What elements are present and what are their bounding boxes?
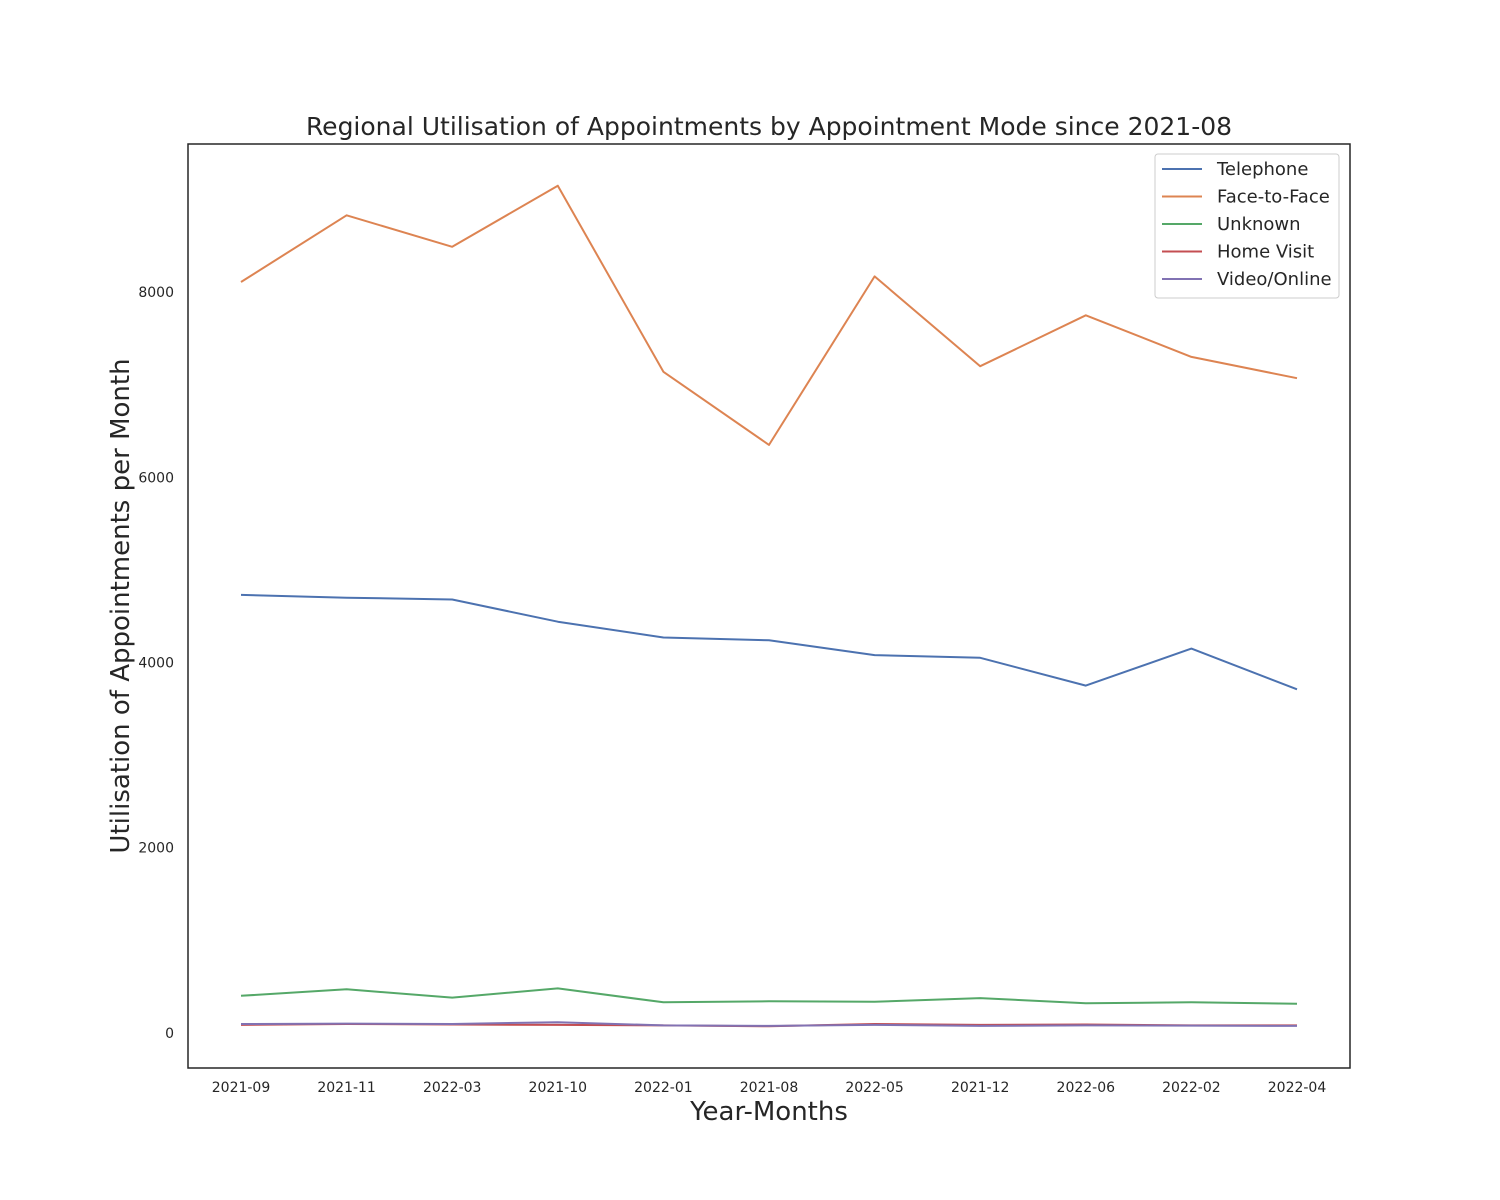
x-tick-label: 2022-06 (1057, 1080, 1116, 1096)
y-tick-label: 0 (165, 1026, 174, 1042)
chart-title: Regional Utilisation of Appointments by … (306, 112, 1232, 141)
y-tick-label: 2000 (138, 841, 174, 857)
legend-label-unknown: Unknown (1217, 214, 1301, 235)
x-axis-label: Year-Months (689, 1097, 848, 1127)
x-tick-label: 2021-11 (317, 1080, 376, 1096)
x-tick-label: 2022-03 (423, 1080, 482, 1096)
legend-label-home-visit: Home Visit (1217, 242, 1314, 263)
legend-frame (1154, 153, 1340, 299)
x-tick-label: 2021-08 (740, 1080, 799, 1096)
x-tick-label: 2021-12 (951, 1080, 1010, 1096)
y-axis-label: Utilisation of Appointments per Month (106, 358, 136, 853)
x-tick-label: 2021-09 (212, 1080, 271, 1096)
legend: Telephone Face-to-Face Unknown Home Visit Vi… (1154, 153, 1340, 299)
x-tick-label: 2021-10 (529, 1080, 588, 1096)
series-layer (240, 184, 1298, 1028)
legend-label-face-to-face: Face-to-Face (1217, 187, 1330, 208)
y-tick-label: 8000 (138, 285, 174, 301)
plot-frame (187, 143, 1351, 1069)
series-line-video-online (240, 1021, 1298, 1027)
series-line-telephone (240, 593, 1298, 691)
x-tick-label: 2022-01 (634, 1080, 693, 1096)
x-tick-label: 2022-05 (845, 1080, 904, 1096)
legend-label-telephone: Telephone (1216, 159, 1308, 180)
y-tick-label: 4000 (138, 655, 174, 671)
legend-label-video-online: Video/Online (1217, 269, 1332, 290)
series-line-unknown (240, 987, 1298, 1005)
x-tick-label: 2022-02 (1162, 1080, 1221, 1096)
x-axis-ticks: 2021-09 2021-11 2022-03 2021-10 2022-01 2021-… (212, 1080, 1327, 1096)
y-axis-ticks: 0 2000 4000 6000 8000 (138, 285, 174, 1042)
x-tick-label: 2022-04 (1268, 1080, 1327, 1096)
series-line-face-to-face (240, 184, 1298, 446)
y-tick-label: 6000 (138, 470, 174, 486)
